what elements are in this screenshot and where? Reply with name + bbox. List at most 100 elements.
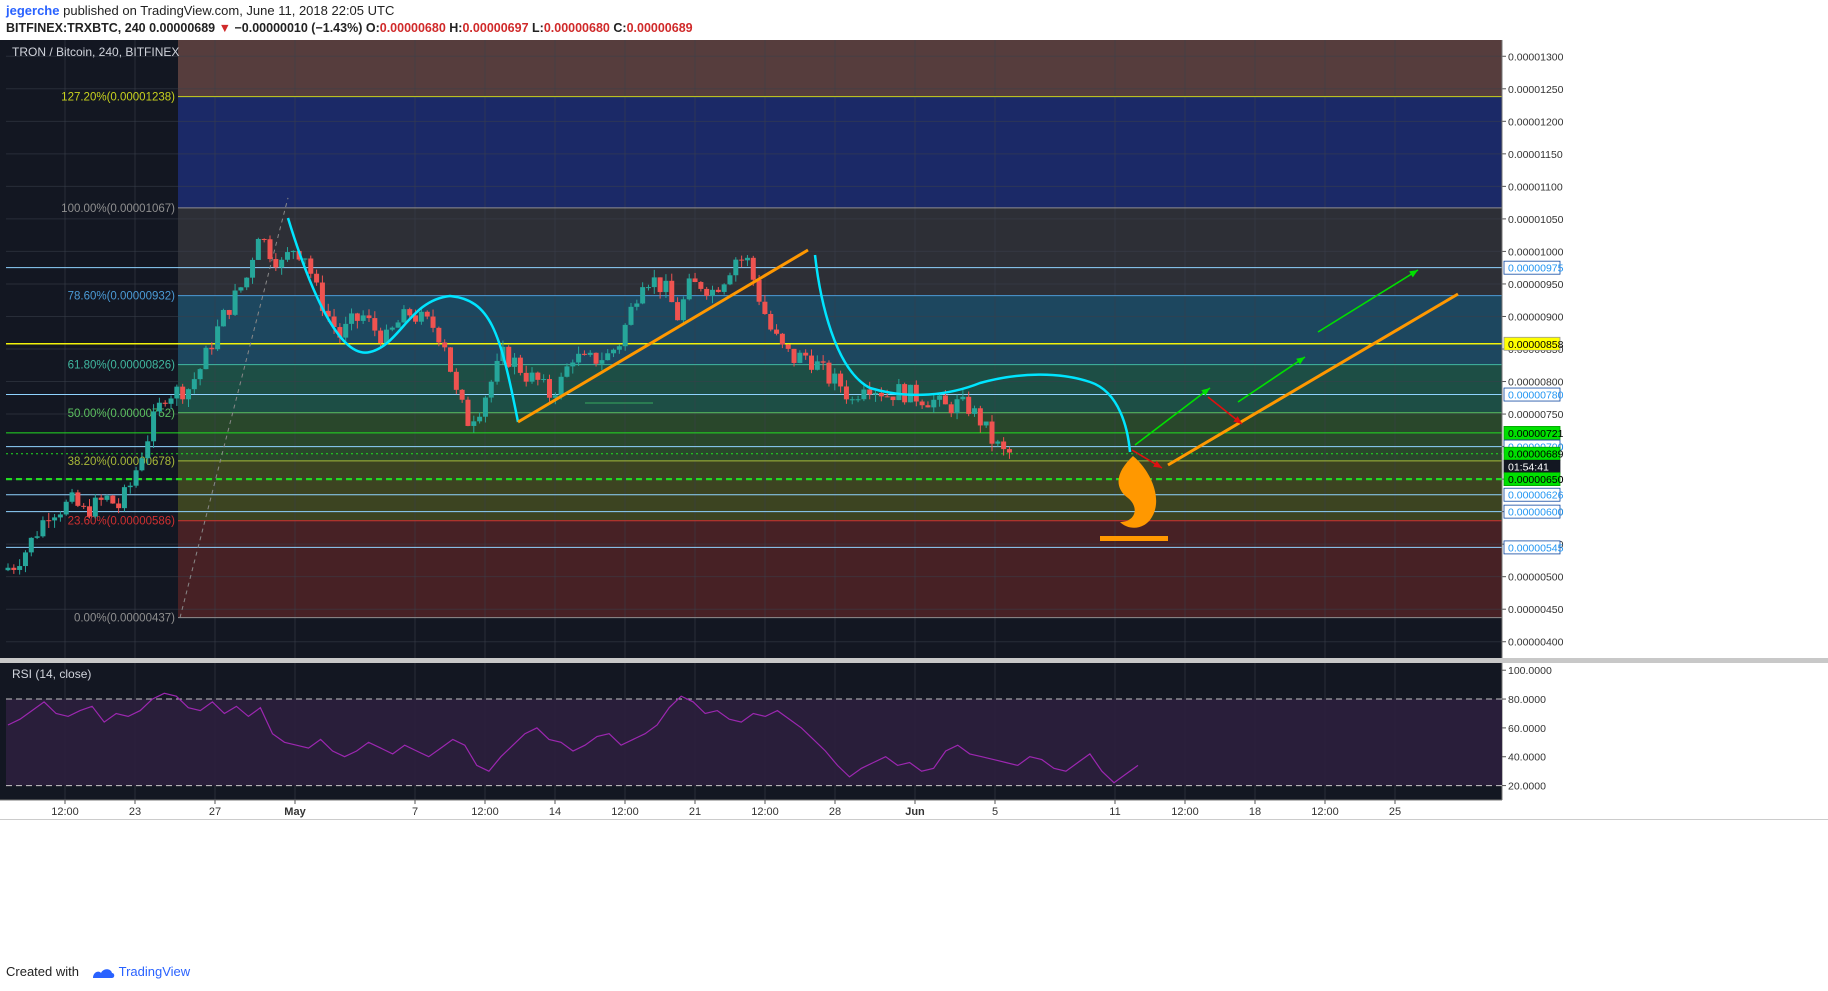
candle-body xyxy=(715,289,721,292)
author-link[interactable]: jegerche xyxy=(6,3,60,18)
candle-body xyxy=(354,313,360,321)
fib-level-label: 38.20%(0.00000678) xyxy=(68,456,176,468)
green-arrow xyxy=(1237,356,1306,403)
candle-body xyxy=(587,352,593,355)
candle-body xyxy=(972,408,978,414)
candle-body xyxy=(121,487,127,509)
candle-body xyxy=(919,401,925,406)
fib-zone xyxy=(178,364,1502,413)
rsi-axis-label: 100.0000 xyxy=(1508,665,1552,677)
rsi-axis-label: 80.0000 xyxy=(1508,694,1546,706)
candle-body xyxy=(343,323,349,338)
candle-body xyxy=(180,386,186,400)
fib-level-label: 100.00%(0.00001067) xyxy=(61,203,175,215)
candle-body xyxy=(954,399,960,414)
candle-body xyxy=(22,552,28,567)
fib-trend-line xyxy=(179,197,289,618)
candle-body xyxy=(127,485,133,488)
candle-body xyxy=(220,310,226,327)
candle-body xyxy=(69,492,75,502)
candle-body xyxy=(581,353,587,355)
candle-body xyxy=(28,537,34,553)
fib-zone xyxy=(178,412,1502,461)
candle-body xyxy=(546,379,552,398)
candle-body xyxy=(808,355,814,370)
fib-level-label: 127.20%(0.00001238) xyxy=(61,92,175,104)
price-marker-label: 0.00000650 xyxy=(1508,474,1564,486)
created-with-text: Created with xyxy=(6,964,79,979)
candle-body xyxy=(215,326,221,350)
candle-body xyxy=(756,279,762,302)
candle-body xyxy=(197,369,203,380)
candle-body xyxy=(401,309,407,323)
candle-body xyxy=(942,395,948,405)
symbol-label: BITFINEX:TRXBTC, 240 xyxy=(6,21,146,35)
candle-body xyxy=(424,311,430,317)
candle-body xyxy=(506,346,512,367)
time-axis-label: 18 xyxy=(1249,806,1261,818)
price-marker-label: 0.00000975 xyxy=(1508,263,1564,275)
candle-body xyxy=(11,567,17,570)
price-marker-label: 0.00000721 xyxy=(1508,428,1564,440)
price-axis-label: 0.00001250 xyxy=(1508,84,1564,96)
time-axis-label: 12:00 xyxy=(471,806,499,818)
price-marker xyxy=(1503,540,1561,555)
candle-body xyxy=(989,421,995,444)
candle-body xyxy=(57,514,63,518)
candle-body xyxy=(878,392,884,397)
open-label: O: xyxy=(365,21,380,35)
candle-body xyxy=(331,316,337,328)
down-arrow-icon: ▼ xyxy=(218,21,231,35)
time-axis-label: 12:00 xyxy=(751,806,779,818)
tradingview-link[interactable]: TradingView xyxy=(118,964,191,979)
orange-trendline xyxy=(1167,292,1459,467)
candle-body xyxy=(710,289,716,296)
candle-body xyxy=(645,287,651,289)
candle-body xyxy=(75,492,81,506)
candle-body xyxy=(383,329,389,344)
time-axis-label: 25 xyxy=(1389,806,1401,818)
candle-body xyxy=(1006,449,1012,453)
candle-body xyxy=(843,386,849,400)
green-arrow-head xyxy=(1296,357,1305,365)
candle-body xyxy=(337,327,343,338)
candle-body xyxy=(675,302,681,321)
candle-body xyxy=(768,313,774,330)
candle-body xyxy=(453,371,459,390)
price-axis-background xyxy=(1502,40,1828,800)
candle-body xyxy=(418,311,424,322)
rsi-axis-label: 60.0000 xyxy=(1508,723,1546,735)
time-axis-background xyxy=(0,800,1502,820)
chart-area[interactable]: 127.20%(0.00001238)100.00%(0.00001067)78… xyxy=(0,40,1828,945)
candle-body xyxy=(797,352,803,363)
price-axis-label: 0.00001050 xyxy=(1508,214,1564,226)
candle-body xyxy=(680,299,686,321)
chart-bottom-border xyxy=(0,819,1828,820)
candle-body xyxy=(873,392,879,395)
last-price: 0.00000689 xyxy=(149,21,216,35)
candle-body xyxy=(552,395,558,398)
high-label: H: xyxy=(449,21,463,35)
candle-body xyxy=(1001,441,1007,450)
candle-body xyxy=(884,396,890,398)
candle-body xyxy=(564,366,570,377)
flame-base xyxy=(1100,536,1168,541)
time-axis-label: 21 xyxy=(689,806,701,818)
price-marker-label: 0.00000545 xyxy=(1508,542,1564,554)
candle-body xyxy=(226,310,232,315)
candle-body xyxy=(925,405,931,408)
candle-body xyxy=(448,347,454,372)
candle-body xyxy=(325,310,331,317)
candle-body xyxy=(349,313,355,324)
candle-body xyxy=(40,520,46,537)
candle-body xyxy=(98,497,104,500)
red-arrow-head xyxy=(1233,416,1242,424)
price-axis-label: 0.00000800 xyxy=(1508,377,1564,389)
candle-body xyxy=(593,352,599,364)
time-axis-label: 11 xyxy=(1109,806,1120,818)
candle-body xyxy=(616,346,622,350)
candle-body xyxy=(913,384,919,402)
candle-body xyxy=(640,287,646,304)
candle-body xyxy=(727,275,733,285)
price-axis-label: 0.00000450 xyxy=(1508,604,1564,616)
